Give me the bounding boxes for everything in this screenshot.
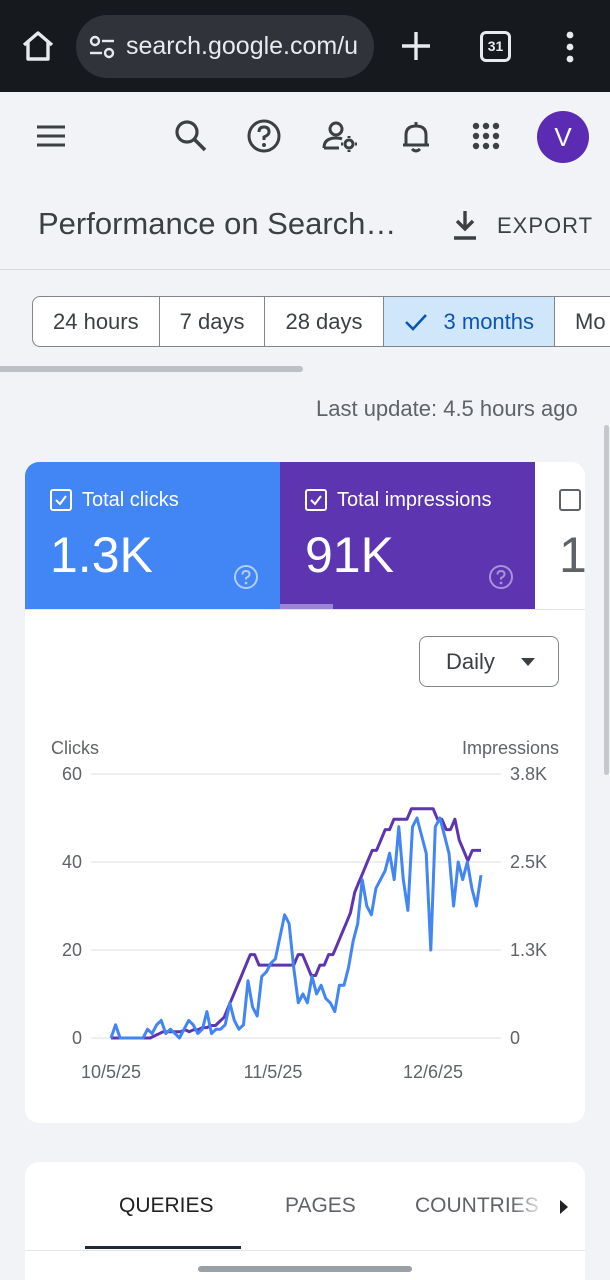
apps-grid-icon[interactable] <box>466 116 506 156</box>
tab-queries[interactable]: QUERIES <box>119 1194 214 1217</box>
last-update-text: Last update: 4.5 hours ago <box>316 396 578 421</box>
performance-chart[interactable]: Clicks Impressions 60 3.8K 40 2.5K 20 1.3K 0 0 1… <box>25 722 585 1092</box>
report-tabs-card: QUERIES PAGES COUNTRIES <box>25 1162 585 1280</box>
metric-label: Total impressions <box>337 489 492 511</box>
export-label: EXPORT <box>497 213 594 238</box>
series-line-total-impressions <box>111 807 481 1040</box>
checkbox-checked[interactable] <box>305 489 327 511</box>
tab-countries[interactable]: COUNTRIES <box>415 1194 539 1217</box>
scroll-right-arrow-icon[interactable] <box>557 1198 571 1216</box>
chips-scroll-indicator <box>0 366 303 372</box>
right-axis-tick: 1.3K <box>510 940 547 960</box>
url-text: search.google.com/u <box>126 32 359 60</box>
x-axis-tick: 11/5/25 <box>244 1062 303 1082</box>
date-range-chips: 24 hours 7 days 28 days 3 months Mo <box>32 296 610 347</box>
dropdown-arrow-icon <box>521 658 535 666</box>
gesture-bar[interactable] <box>198 1266 412 1272</box>
active-tab-indicator <box>85 1246 241 1249</box>
granularity-value: Daily <box>446 649 495 674</box>
app-header: V <box>0 92 610 180</box>
divider <box>25 1250 585 1251</box>
chip-3-months[interactable]: 3 months <box>383 296 556 347</box>
menu-icon[interactable] <box>31 116 71 156</box>
metric-value: 1 <box>559 527 585 583</box>
metric-third[interactable]: 1 <box>535 462 585 610</box>
checkmark-icon <box>310 495 322 506</box>
tab-switcher-button[interactable]: 31 <box>480 31 511 62</box>
chip-more[interactable]: Mo <box>555 296 610 347</box>
left-axis-tick: 20 <box>62 940 82 960</box>
manage-users-icon[interactable] <box>320 116 360 156</box>
metric-label: Total clicks <box>82 489 179 511</box>
metric-total-impressions[interactable]: Total impressions 91K <box>280 462 535 610</box>
x-axis-tick: 12/6/25 <box>403 1062 463 1082</box>
notifications-icon[interactable] <box>396 116 436 156</box>
search-icon[interactable] <box>171 116 211 156</box>
divider <box>0 269 610 270</box>
left-axis-label: Clicks <box>51 738 99 758</box>
title-row: Performance on Search… EXPORT <box>0 180 610 270</box>
help-circle-icon[interactable] <box>233 564 259 590</box>
divider <box>25 609 585 610</box>
address-bar[interactable]: search.google.com/u <box>76 15 374 78</box>
metric-value: 1.3K <box>50 527 153 583</box>
metric-value: 91K <box>305 527 394 583</box>
metric-total-clicks[interactable]: Total clicks 1.3K <box>25 462 280 610</box>
performance-card: Total clicks 1.3K Total impressions 91K … <box>25 462 585 1123</box>
tab-pages[interactable]: PAGES <box>285 1194 356 1217</box>
right-axis-label: Impressions <box>462 738 559 758</box>
help-icon[interactable] <box>244 116 284 156</box>
new-tab-icon[interactable] <box>398 28 434 64</box>
left-axis-tick: 0 <box>72 1028 82 1048</box>
left-axis-tick: 60 <box>62 764 82 784</box>
tabs-fade <box>511 1182 547 1232</box>
left-axis-tick: 40 <box>62 852 82 872</box>
avatar[interactable]: V <box>537 111 589 163</box>
home-icon[interactable] <box>18 26 58 66</box>
more-options-icon[interactable] <box>558 30 582 64</box>
chip-7-days[interactable]: 7 days <box>159 296 266 347</box>
series-line-total-clicks <box>109 816 483 1040</box>
chip-24-hours[interactable]: 24 hours <box>32 296 160 347</box>
right-axis-tick: 3.8K <box>510 764 547 784</box>
browser-toolbar: search.google.com/u 31 <box>0 0 610 92</box>
checkbox-checked[interactable] <box>50 489 72 511</box>
metric-scroll-indicator <box>280 604 333 609</box>
x-axis-tick: 10/5/25 <box>81 1062 141 1082</box>
download-icon <box>454 211 476 240</box>
check-icon <box>404 314 427 331</box>
chip-label: 3 months <box>443 309 535 334</box>
help-circle-icon[interactable] <box>488 564 514 590</box>
right-axis-tick: 0 <box>510 1028 520 1048</box>
site-settings-icon[interactable] <box>88 35 116 59</box>
granularity-dropdown[interactable]: Daily <box>419 636 559 687</box>
page-title: Performance on Search… <box>38 206 397 241</box>
right-axis-tick: 2.5K <box>510 852 547 872</box>
chip-28-days[interactable]: 28 days <box>265 296 384 347</box>
page-scrollbar[interactable] <box>604 425 609 775</box>
checkbox-unchecked[interactable] <box>559 489 581 511</box>
checkmark-icon <box>55 495 67 506</box>
